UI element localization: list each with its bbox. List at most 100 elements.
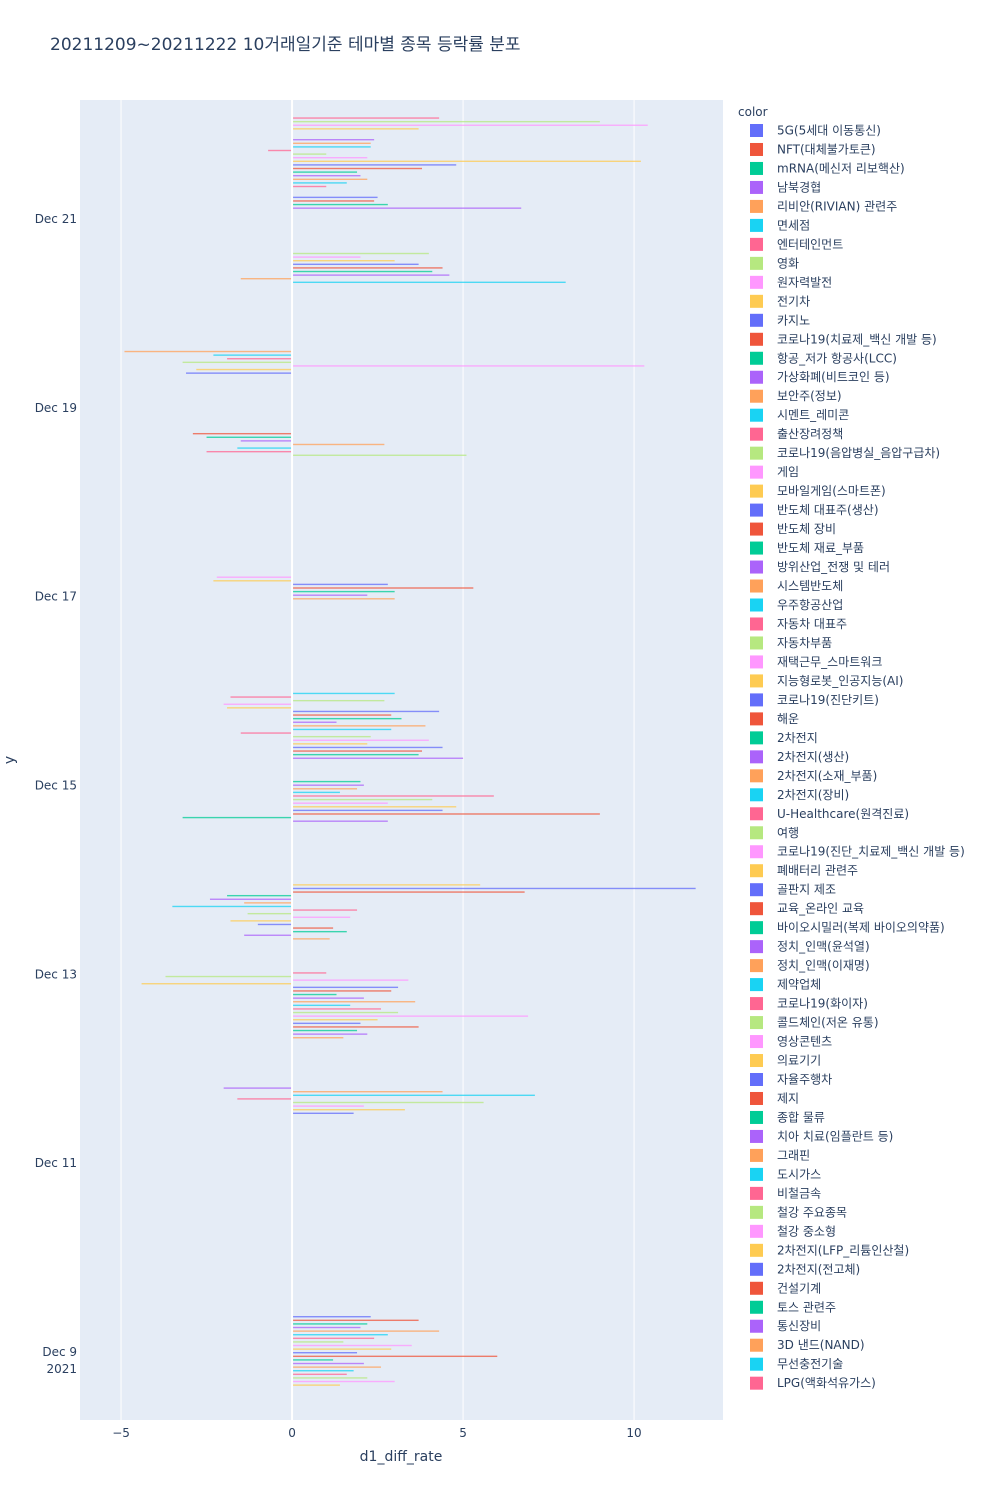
legend-item[interactable]: 콜드체인(저온 유통) bbox=[750, 1016, 879, 1030]
bar bbox=[292, 443, 385, 446]
legend-item[interactable]: 코로나19(음압병실_음압구급차) bbox=[750, 446, 940, 460]
legend-item[interactable]: 카지노 bbox=[750, 313, 810, 327]
bar bbox=[268, 149, 293, 152]
legend-item[interactable]: 보안주(정보) bbox=[750, 389, 842, 403]
bar bbox=[292, 750, 423, 752]
legend-item[interactable]: 자동차부품 bbox=[750, 636, 832, 650]
legend-item[interactable]: 원자력발전 bbox=[750, 275, 832, 289]
legend-item[interactable]: 2차전지(전고체) bbox=[750, 1262, 860, 1276]
legend-item[interactable]: NFT(대체불가토큰) bbox=[750, 142, 876, 156]
legend-item[interactable]: 2차전지(LFP_리튬인산철) bbox=[750, 1243, 909, 1257]
legend-item[interactable]: 리비안(RIVIAN) 관련주 bbox=[750, 199, 897, 213]
legend-item[interactable]: 골판지 제조 bbox=[750, 883, 836, 897]
legend-item[interactable]: 철강 중소형 bbox=[750, 1224, 836, 1238]
legend-item[interactable]: 비철금속 bbox=[750, 1186, 821, 1200]
legend-item[interactable]: 자동차 대표주 bbox=[750, 617, 847, 631]
legend-item[interactable]: 치아 치료(임플란트 등) bbox=[750, 1129, 893, 1143]
legend-item[interactable]: 반도체 장비 bbox=[750, 522, 836, 536]
bar bbox=[292, 454, 467, 456]
legend-label: 정치_인맥(윤석열) bbox=[777, 940, 870, 954]
legend-item[interactable]: 2차전지(소재_부품) bbox=[750, 769, 877, 783]
legend-item[interactable]: 의료기기 bbox=[750, 1054, 821, 1068]
legend-swatch bbox=[750, 636, 763, 650]
legend-item[interactable]: 항공_저가 항공사(LCC) bbox=[750, 351, 897, 365]
legend-item[interactable]: 2차전지 bbox=[750, 731, 818, 745]
legend-item[interactable]: mRNA(메신저 리보핵산) bbox=[750, 161, 905, 175]
legend-item[interactable]: 남북경협 bbox=[750, 180, 821, 194]
legend-item[interactable]: 제약업체 bbox=[750, 977, 821, 992]
bar bbox=[292, 813, 600, 815]
legend-swatch bbox=[750, 370, 763, 384]
legend-item[interactable]: 종합 물류 bbox=[750, 1110, 825, 1124]
legend-swatch bbox=[750, 199, 763, 213]
legend-item[interactable]: 2차전지(생산) bbox=[750, 750, 849, 764]
legend-swatch bbox=[750, 1110, 763, 1124]
legend-item[interactable]: 도시가스 bbox=[750, 1167, 821, 1181]
legend-item[interactable]: 지능형로봇_인공지능(AI) bbox=[750, 674, 903, 688]
bar bbox=[292, 710, 440, 713]
legend-swatch bbox=[750, 617, 763, 631]
bar bbox=[292, 142, 371, 145]
legend-item[interactable]: 해운 bbox=[750, 712, 799, 726]
legend-item[interactable]: 게임 bbox=[750, 465, 799, 479]
legend-item[interactable]: 방위산업_전쟁 및 테러 bbox=[750, 560, 890, 574]
legend-item[interactable]: 폐배터리 관련주 bbox=[750, 864, 858, 878]
legend-item[interactable]: 우주항공산업 bbox=[750, 598, 843, 612]
bar bbox=[292, 1033, 368, 1035]
legend-label: 가상화폐(비트코인 등) bbox=[777, 370, 890, 384]
bar bbox=[292, 153, 327, 155]
legend-label: NFT(대체불가토큰) bbox=[777, 142, 876, 156]
bar bbox=[257, 923, 293, 926]
legend-item[interactable]: 그래핀 bbox=[750, 1148, 810, 1162]
legend-item[interactable]: 코로나19(진단키트) bbox=[750, 693, 879, 707]
legend-item[interactable]: 시스템반도체 bbox=[750, 579, 843, 593]
legend-item[interactable]: 코로나19(치료제_백신 개발 등) bbox=[750, 332, 937, 346]
bar bbox=[292, 1001, 416, 1003]
legend-item[interactable]: 전기차 bbox=[750, 294, 810, 308]
y-tick-label: Dec 9 bbox=[42, 1345, 77, 1359]
legend-label: 건설기계 bbox=[777, 1281, 821, 1295]
legend-swatch bbox=[750, 1091, 763, 1105]
legend-item[interactable]: 통신장비 bbox=[750, 1319, 821, 1333]
bar bbox=[292, 583, 388, 586]
legend-label: 2차전지 bbox=[777, 731, 818, 745]
legend-item[interactable]: 정치_인맥(이재명) bbox=[750, 959, 870, 973]
legend-item[interactable]: 여행 bbox=[750, 825, 799, 840]
legend-item[interactable]: 철강 주요종목 bbox=[750, 1205, 847, 1219]
legend-item[interactable]: 시멘트_레미콘 bbox=[750, 408, 849, 422]
legend-item[interactable]: 재택근무_스마트워크 bbox=[750, 655, 882, 669]
bar bbox=[244, 934, 293, 936]
legend-item[interactable]: LPG(액화석유가스) bbox=[750, 1376, 876, 1390]
legend-item[interactable]: 모바일게임(스마트폰) bbox=[750, 484, 886, 498]
legend-item[interactable]: U-Healthcare(원격진료) bbox=[750, 807, 909, 821]
legend-item[interactable]: 자율주행차 bbox=[750, 1072, 832, 1087]
legend-item[interactable]: 출산장려정책 bbox=[750, 426, 843, 441]
legend-item[interactable]: 교육_온라인 교육 bbox=[750, 902, 864, 916]
legend-item[interactable]: 정치_인맥(윤석열) bbox=[750, 940, 870, 954]
legend-item[interactable]: 코로나19(화이자) bbox=[750, 997, 868, 1011]
legend-item[interactable]: 반도체 대표주(생산) bbox=[750, 503, 879, 517]
legend-item[interactable]: 바이오시밀러(복제 바이오의약품) bbox=[750, 920, 945, 935]
legend-item[interactable]: 면세점 bbox=[750, 218, 810, 232]
legend-item[interactable]: 영화 bbox=[750, 256, 799, 270]
legend-item[interactable]: 무선충전기술 bbox=[750, 1357, 843, 1371]
legend-item[interactable]: 코로나19(진단_치료제_백신 개발 등) bbox=[750, 845, 965, 859]
legend-item[interactable]: 제지 bbox=[750, 1091, 799, 1105]
legend-item[interactable]: 토스 관련주 bbox=[750, 1300, 836, 1314]
legend-item[interactable]: 영상콘텐츠 bbox=[750, 1035, 832, 1049]
legend-item[interactable]: 건설기계 bbox=[750, 1281, 821, 1295]
legend-item[interactable]: 3D 낸드(NAND) bbox=[750, 1338, 865, 1352]
legend-label: 방위산업_전쟁 및 테러 bbox=[777, 560, 890, 574]
legend-swatch bbox=[750, 1338, 763, 1352]
bar bbox=[292, 795, 494, 797]
bar bbox=[292, 791, 340, 794]
bar bbox=[292, 699, 385, 702]
legend-item[interactable]: 2차전지(장비) bbox=[750, 788, 849, 802]
legend-item[interactable]: 가상화폐(비트코인 등) bbox=[750, 370, 890, 384]
legend-item[interactable]: 반도체 재료_부품 bbox=[750, 541, 864, 555]
bar bbox=[196, 368, 293, 371]
bar bbox=[292, 120, 600, 123]
legend-item[interactable]: 엔터테인먼트 bbox=[750, 237, 843, 251]
legend-item[interactable]: 5G(5세대 이동통신) bbox=[750, 124, 881, 138]
bar bbox=[292, 252, 429, 255]
